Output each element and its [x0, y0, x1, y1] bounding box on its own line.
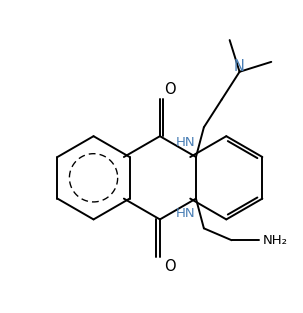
Text: HN: HN [176, 207, 196, 220]
Text: NH₂: NH₂ [262, 234, 287, 247]
Text: O: O [164, 82, 175, 96]
Text: N: N [234, 59, 245, 74]
Text: HN: HN [176, 136, 196, 149]
Text: O: O [164, 259, 175, 274]
